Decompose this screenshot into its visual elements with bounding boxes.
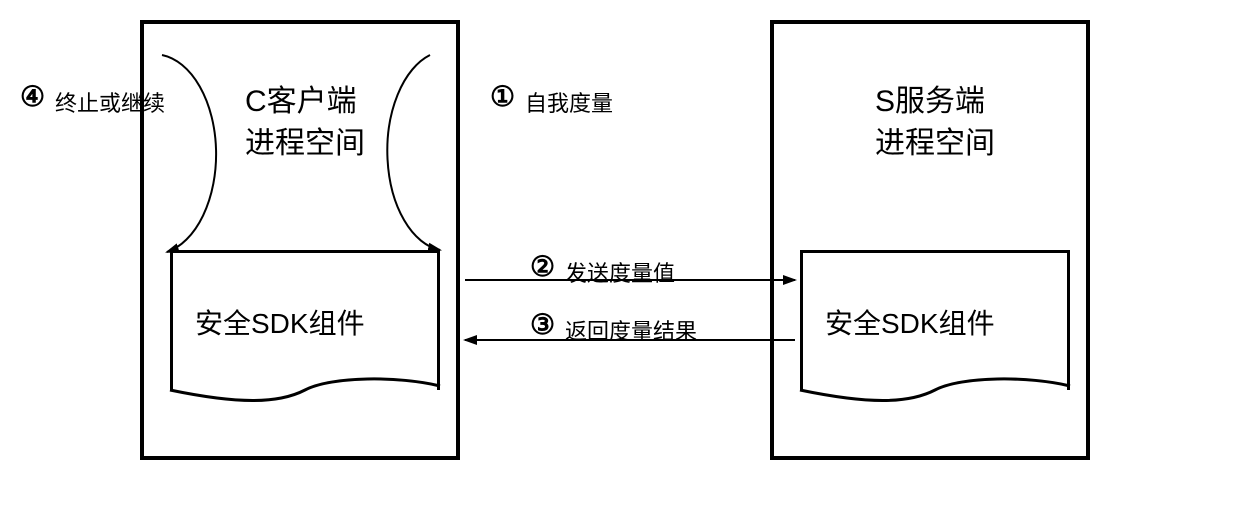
step-4-num: ④ — [20, 80, 45, 113]
step-1-num: ① — [490, 80, 515, 113]
client-title-line1: C客户端 — [245, 76, 357, 120]
step-3-num: ③ — [530, 308, 555, 341]
step-4-label: 终止或继续 — [55, 86, 165, 118]
server-title-line1: S服务端 — [875, 76, 985, 120]
step-1-label: 自我度量 — [525, 86, 613, 118]
server-sdk-label: 安全SDK组件 — [825, 302, 995, 342]
step-3-label: 返回度量结果 — [565, 314, 697, 346]
step-2-num: ② — [530, 250, 555, 283]
server-title-line2: 进程空间 — [875, 118, 995, 162]
client-sdk-label: 安全SDK组件 — [195, 302, 365, 342]
client-title-line2: 进程空间 — [245, 118, 365, 162]
step-2-label: 发送度量值 — [565, 256, 675, 288]
